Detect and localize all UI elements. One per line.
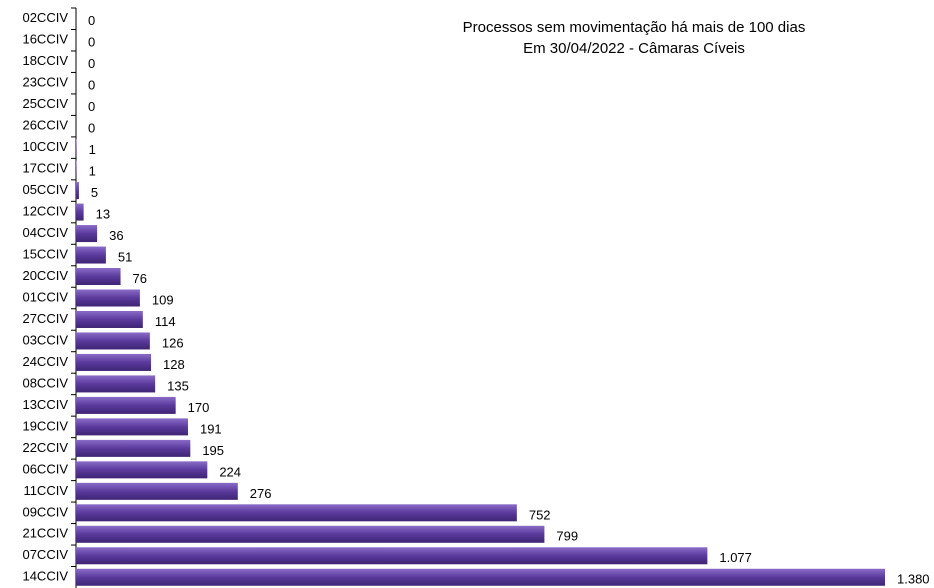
bar [76, 504, 517, 522]
category-label: 14CCIV [22, 569, 68, 584]
category-label: 03CCIV [22, 332, 68, 347]
category-label: 02CCIV [22, 10, 68, 25]
data-label: 109 [152, 292, 174, 307]
bar [76, 482, 238, 500]
chart-title: Processos sem movimentação há mais de 10… [463, 19, 806, 36]
data-label: 0 [88, 35, 95, 50]
category-label: 01CCIV [22, 289, 68, 304]
data-label: 170 [188, 400, 210, 415]
bar [76, 203, 84, 221]
category-label: 09CCIV [22, 504, 68, 519]
category-label: 20CCIV [22, 268, 68, 283]
category-label: 15CCIV [22, 246, 68, 261]
category-label: 21CCIV [22, 526, 68, 541]
category-label: 27CCIV [22, 311, 68, 326]
bar [76, 439, 191, 457]
bar [76, 225, 98, 243]
category-label: 04CCIV [22, 225, 68, 240]
data-label: 0 [88, 78, 95, 93]
category-label: 19CCIV [22, 418, 68, 433]
category-label: 12CCIV [22, 204, 68, 219]
bar [76, 310, 143, 328]
data-label: 135 [167, 378, 189, 393]
bar [76, 353, 152, 371]
chart-subtitle: Em 30/04/2022 - Câmaras Cíveis [523, 40, 745, 57]
bar [76, 182, 79, 200]
bar [76, 332, 150, 350]
bar [76, 418, 188, 436]
data-label: 1 [89, 142, 96, 157]
data-label: 0 [88, 99, 95, 114]
category-label: 07CCIV [22, 547, 68, 562]
category-label: 05CCIV [22, 182, 68, 197]
bar [76, 461, 208, 479]
bar [76, 160, 77, 178]
data-label: 0 [88, 13, 95, 28]
category-label: 23CCIV [22, 75, 68, 90]
data-label: 799 [556, 529, 578, 544]
bar [76, 289, 140, 307]
data-label: 5 [91, 185, 98, 200]
category-label: 17CCIV [22, 161, 68, 176]
data-label: 128 [163, 357, 185, 372]
data-label: 1 [89, 164, 96, 179]
category-label: 08CCIV [22, 375, 68, 390]
category-label: 26CCIV [22, 118, 68, 133]
category-label: 11CCIV [23, 483, 68, 498]
category-label: 24CCIV [22, 354, 68, 369]
category-label: 10CCIV [22, 139, 68, 154]
category-label: 22CCIV [22, 440, 68, 455]
category-label: 25CCIV [22, 96, 68, 111]
data-label: 195 [202, 443, 224, 458]
category-label: 06CCIV [22, 461, 68, 476]
data-label: 51 [118, 249, 132, 264]
bar [76, 568, 885, 586]
data-label: 13 [96, 207, 110, 222]
bar [76, 396, 176, 414]
bar [76, 139, 77, 157]
data-label: 1.380 [897, 572, 930, 587]
bar [76, 547, 708, 565]
bar [76, 525, 545, 543]
data-label: 1.077 [719, 550, 752, 565]
data-label: 0 [88, 56, 95, 71]
data-label: 0 [88, 121, 95, 136]
data-label: 276 [250, 486, 272, 501]
data-label: 126 [162, 335, 184, 350]
data-label: 36 [109, 228, 123, 243]
data-label: 224 [219, 464, 241, 479]
data-label: 114 [155, 314, 176, 329]
bar [76, 375, 156, 393]
data-label: 191 [200, 421, 222, 436]
category-label: 18CCIV [22, 53, 68, 68]
bar [76, 246, 106, 264]
category-label: 13CCIV [22, 397, 68, 412]
bar [76, 268, 121, 286]
category-label: 16CCIV [22, 32, 68, 47]
data-label: 76 [133, 271, 147, 286]
data-label: 752 [529, 507, 551, 522]
